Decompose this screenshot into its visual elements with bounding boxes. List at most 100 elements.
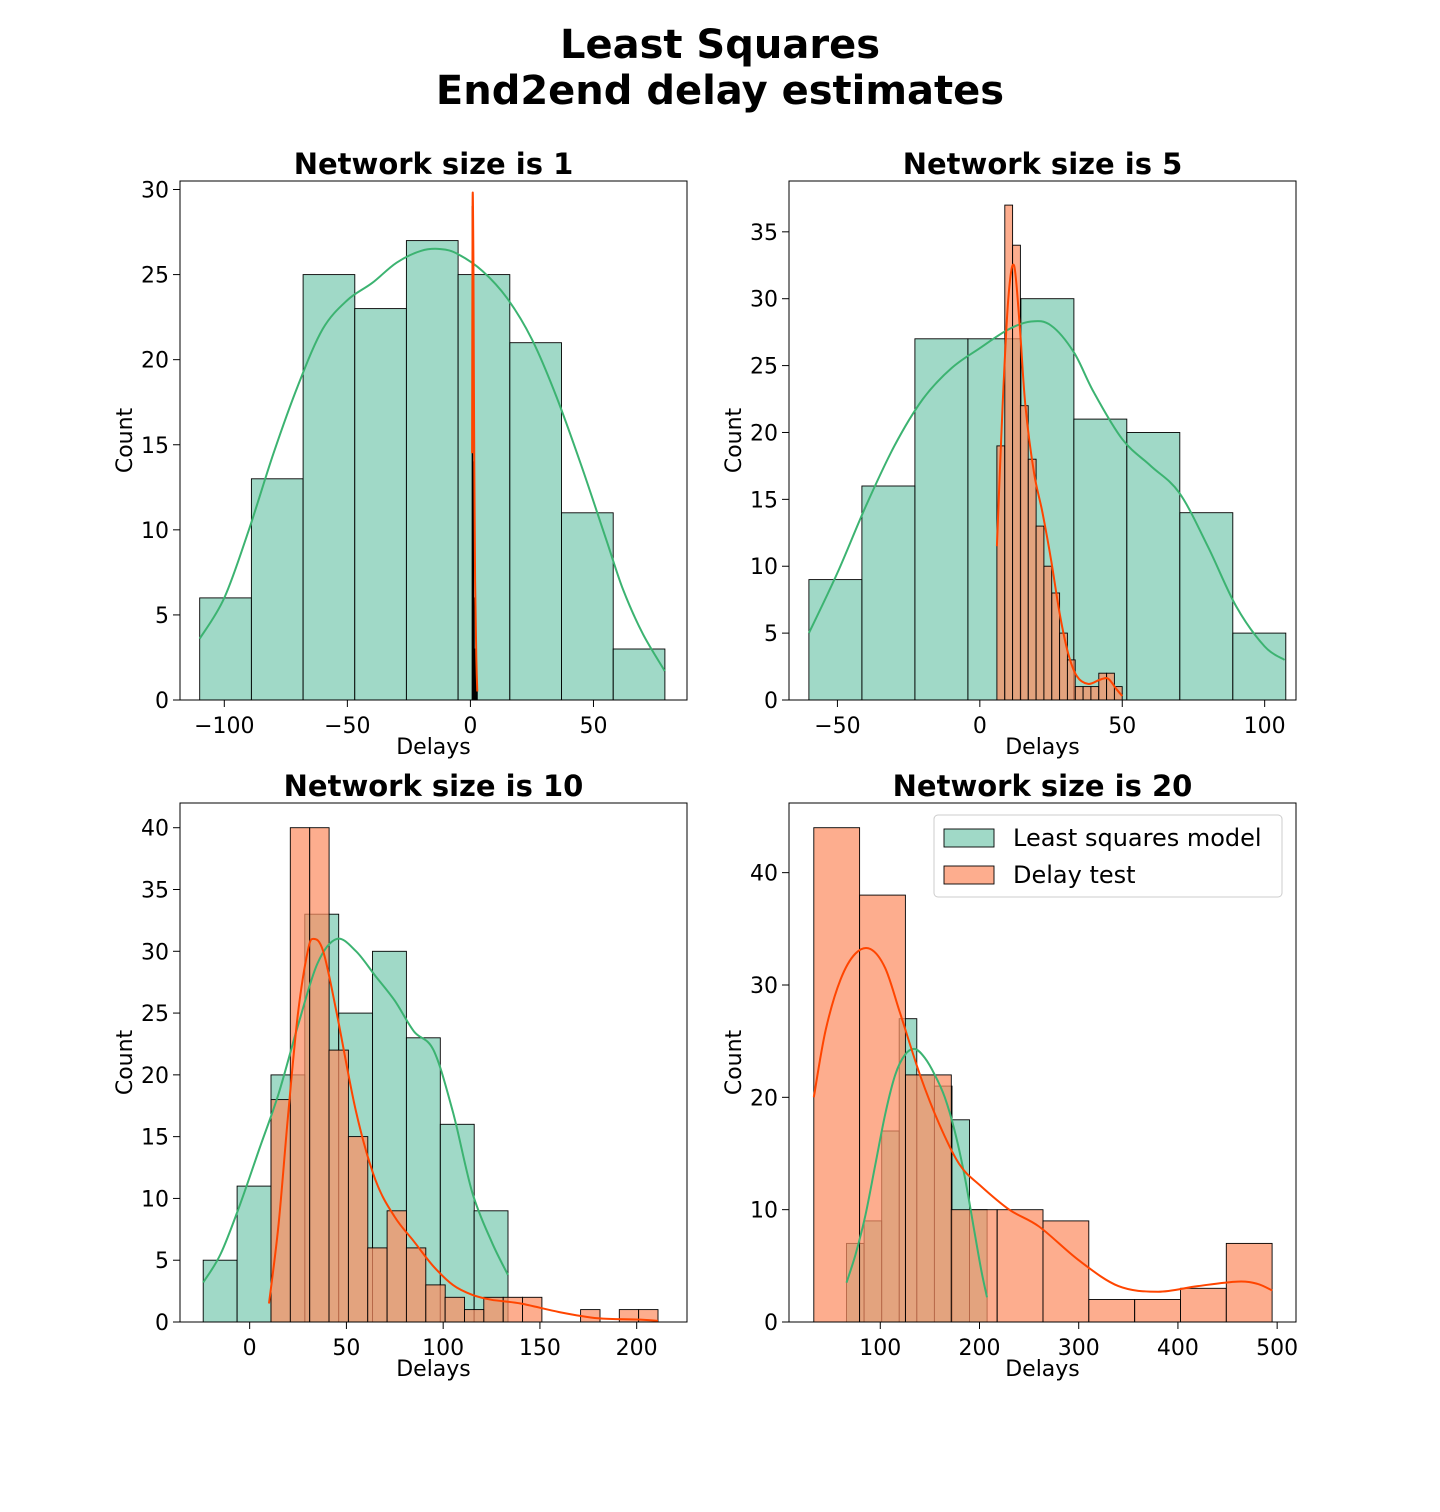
kde-line-model (198, 247, 666, 672)
histogram-bar-test (464, 1309, 485, 1323)
x-tick-label: 200 (958, 1336, 1000, 1361)
histogram-bar-test (405, 1247, 427, 1323)
histogram-bar-test (1082, 686, 1092, 701)
y-tick-label: 0 (155, 689, 169, 714)
x-axis-label: Delays (1005, 1357, 1080, 1382)
histogram-bar-model (439, 1123, 475, 1323)
y-tick-label: 5 (155, 604, 169, 629)
x-tick-label: 50 (579, 714, 607, 739)
histogram-bar-test (1027, 458, 1037, 701)
y-tick-label: 5 (155, 1249, 169, 1274)
y-tick-label: 20 (141, 349, 169, 374)
histogram-bar-test (996, 1209, 1044, 1323)
y-tick-label: 30 (141, 940, 169, 965)
histogram-bar-test (425, 1284, 446, 1323)
histogram-bar-test (1106, 672, 1115, 701)
histogram-bar-model (509, 342, 562, 701)
y-tick-label: 0 (764, 1311, 778, 1336)
histogram-bar-test (347, 1136, 369, 1323)
kde-line-model (845, 1047, 988, 1298)
histogram-bar-test (289, 827, 311, 1323)
kde-line-test (995, 263, 1124, 697)
y-tick-label: 15 (141, 434, 169, 459)
x-tick-label: 0 (973, 714, 987, 739)
y-tick-label: 20 (750, 1086, 778, 1111)
histogram-bar-test (444, 1296, 465, 1323)
histogram-bar-test (1019, 405, 1029, 701)
x-axis-label: Delays (1005, 735, 1080, 760)
y-tick-label: 10 (750, 1199, 778, 1224)
histogram-bar-test (1035, 525, 1045, 701)
chart-panel-3: 0 50 100 150 200 0 5 10 15 20 25 30 35 40 Network size… (113, 769, 688, 1382)
x-tick-label: 300 (1058, 1336, 1100, 1361)
y-tick-label: 0 (764, 689, 778, 714)
y-tick-label: 15 (750, 488, 778, 513)
y-axis-label: Count (722, 1029, 747, 1095)
histogram-bar-test (1088, 1299, 1136, 1323)
legend-box (933, 814, 1283, 898)
x-tick-label: −50 (324, 714, 370, 739)
kde-line-test (268, 937, 659, 1322)
figure-title: Least Squares End2end delay estimates (0, 22, 1440, 114)
chart-panel-1: −100 −50 0 50 0 5 10 15 20 25 30 Network size is 1 D… (113, 147, 688, 760)
x-tick-label: 400 (1157, 1336, 1199, 1361)
histogram-bar-test (1004, 204, 1014, 701)
histogram-bar-test (328, 1049, 349, 1323)
y-axis-label: Count (722, 407, 747, 473)
histogram-bar-test (1042, 1220, 1090, 1323)
x-tick-label: 100 (859, 1336, 901, 1361)
legend-swatch-test (943, 865, 995, 885)
histogram-bar-model (250, 478, 304, 701)
chart-title: Network size is 20 (893, 769, 1193, 803)
histogram-bar-test (1180, 1287, 1227, 1323)
y-tick-label: 20 (141, 1064, 169, 1089)
legend-label-model: Least squares model (1013, 824, 1262, 852)
y-tick-label: 10 (141, 1187, 169, 1212)
histogram-bar-model (1232, 632, 1287, 701)
x-tick-label: 100 (1244, 714, 1286, 739)
histogram-bar-model (405, 240, 459, 701)
histogram-bar-model (1126, 432, 1181, 701)
y-tick-label: 25 (141, 264, 169, 289)
x-tick-label: 0 (463, 714, 477, 739)
histogram-bar-test (1134, 1299, 1181, 1323)
y-tick-label: 0 (155, 1311, 169, 1336)
y-tick-label: 5 (764, 622, 778, 647)
x-tick-label: 50 (332, 1336, 360, 1361)
histogram-bar-test (996, 445, 1006, 701)
kde-line-test (471, 191, 479, 692)
series-test-bars (996, 204, 1123, 701)
y-tick-label: 35 (141, 879, 169, 904)
y-tick-label: 20 (750, 421, 778, 446)
histogram-bar-model (199, 597, 252, 701)
histogram-bar-test (1043, 565, 1053, 701)
histogram-bar-model (302, 274, 356, 701)
x-axis-label: Delays (396, 1357, 471, 1382)
series-test-bars (813, 827, 1273, 1323)
histogram-bar-model (457, 274, 511, 701)
y-tick-label: 30 (750, 974, 778, 999)
series-model-bars (199, 240, 666, 701)
x-tick-label: 150 (519, 1336, 561, 1361)
plot-frame (179, 180, 688, 701)
histogram-bar-model (561, 512, 614, 701)
plot-frame (788, 180, 1297, 701)
series-test-bars (270, 827, 659, 1323)
x-tick-label: −100 (194, 714, 254, 739)
histogram-bar-test (905, 1074, 952, 1323)
y-tick-label: 25 (141, 1002, 169, 1027)
y-axis-label: Count (113, 1029, 138, 1095)
histogram-bar-test (1090, 686, 1100, 701)
histogram-bar-test (367, 1247, 388, 1323)
y-tick-label: 30 (141, 179, 169, 204)
histogram-bar-model (612, 648, 666, 701)
kde-line-test (812, 946, 1273, 1293)
plot-frame (788, 802, 1297, 1323)
figure-title-line-2: End2end delay estimates (435, 68, 1005, 114)
histogram-bar-model (808, 579, 863, 701)
y-tick-label: 35 (750, 221, 778, 246)
histogram-bar-test (309, 827, 330, 1323)
histogram-bar-test (522, 1296, 543, 1323)
chart-title: Network size is 1 (294, 147, 574, 181)
